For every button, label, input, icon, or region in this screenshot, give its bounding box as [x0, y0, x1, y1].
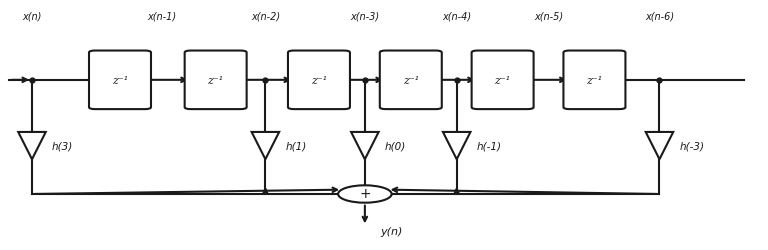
Text: z⁻¹: z⁻¹ [495, 76, 511, 86]
Text: z⁻¹: z⁻¹ [586, 76, 603, 86]
Text: h(0): h(0) [385, 141, 406, 151]
Text: x(n-2): x(n-2) [251, 11, 280, 21]
Text: x(n-3): x(n-3) [350, 11, 379, 21]
Text: h(1): h(1) [285, 141, 306, 151]
Text: x(n): x(n) [22, 11, 41, 21]
Text: z⁻¹: z⁻¹ [112, 76, 128, 86]
Text: x(n-4): x(n-4) [442, 11, 472, 21]
Text: x(n-5): x(n-5) [534, 11, 563, 21]
FancyBboxPatch shape [184, 51, 247, 110]
Polygon shape [351, 132, 379, 160]
Text: z⁻¹: z⁻¹ [311, 76, 327, 86]
Polygon shape [646, 132, 674, 160]
FancyBboxPatch shape [564, 51, 625, 110]
Text: x(n-6): x(n-6) [645, 11, 674, 21]
FancyBboxPatch shape [380, 51, 442, 110]
Text: y(n): y(n) [380, 226, 402, 236]
Text: h(-1): h(-1) [477, 141, 502, 151]
Text: z⁻¹: z⁻¹ [402, 76, 419, 86]
FancyBboxPatch shape [472, 51, 534, 110]
FancyBboxPatch shape [288, 51, 350, 110]
Polygon shape [443, 132, 471, 160]
Text: h(3): h(3) [52, 141, 73, 151]
Polygon shape [18, 132, 46, 160]
Text: x(n-1): x(n-1) [147, 11, 177, 21]
Polygon shape [252, 132, 279, 160]
Text: h(-3): h(-3) [680, 141, 704, 151]
FancyBboxPatch shape [89, 51, 151, 110]
Text: +: + [359, 186, 371, 200]
Text: z⁻¹: z⁻¹ [207, 76, 223, 86]
Circle shape [338, 186, 392, 203]
